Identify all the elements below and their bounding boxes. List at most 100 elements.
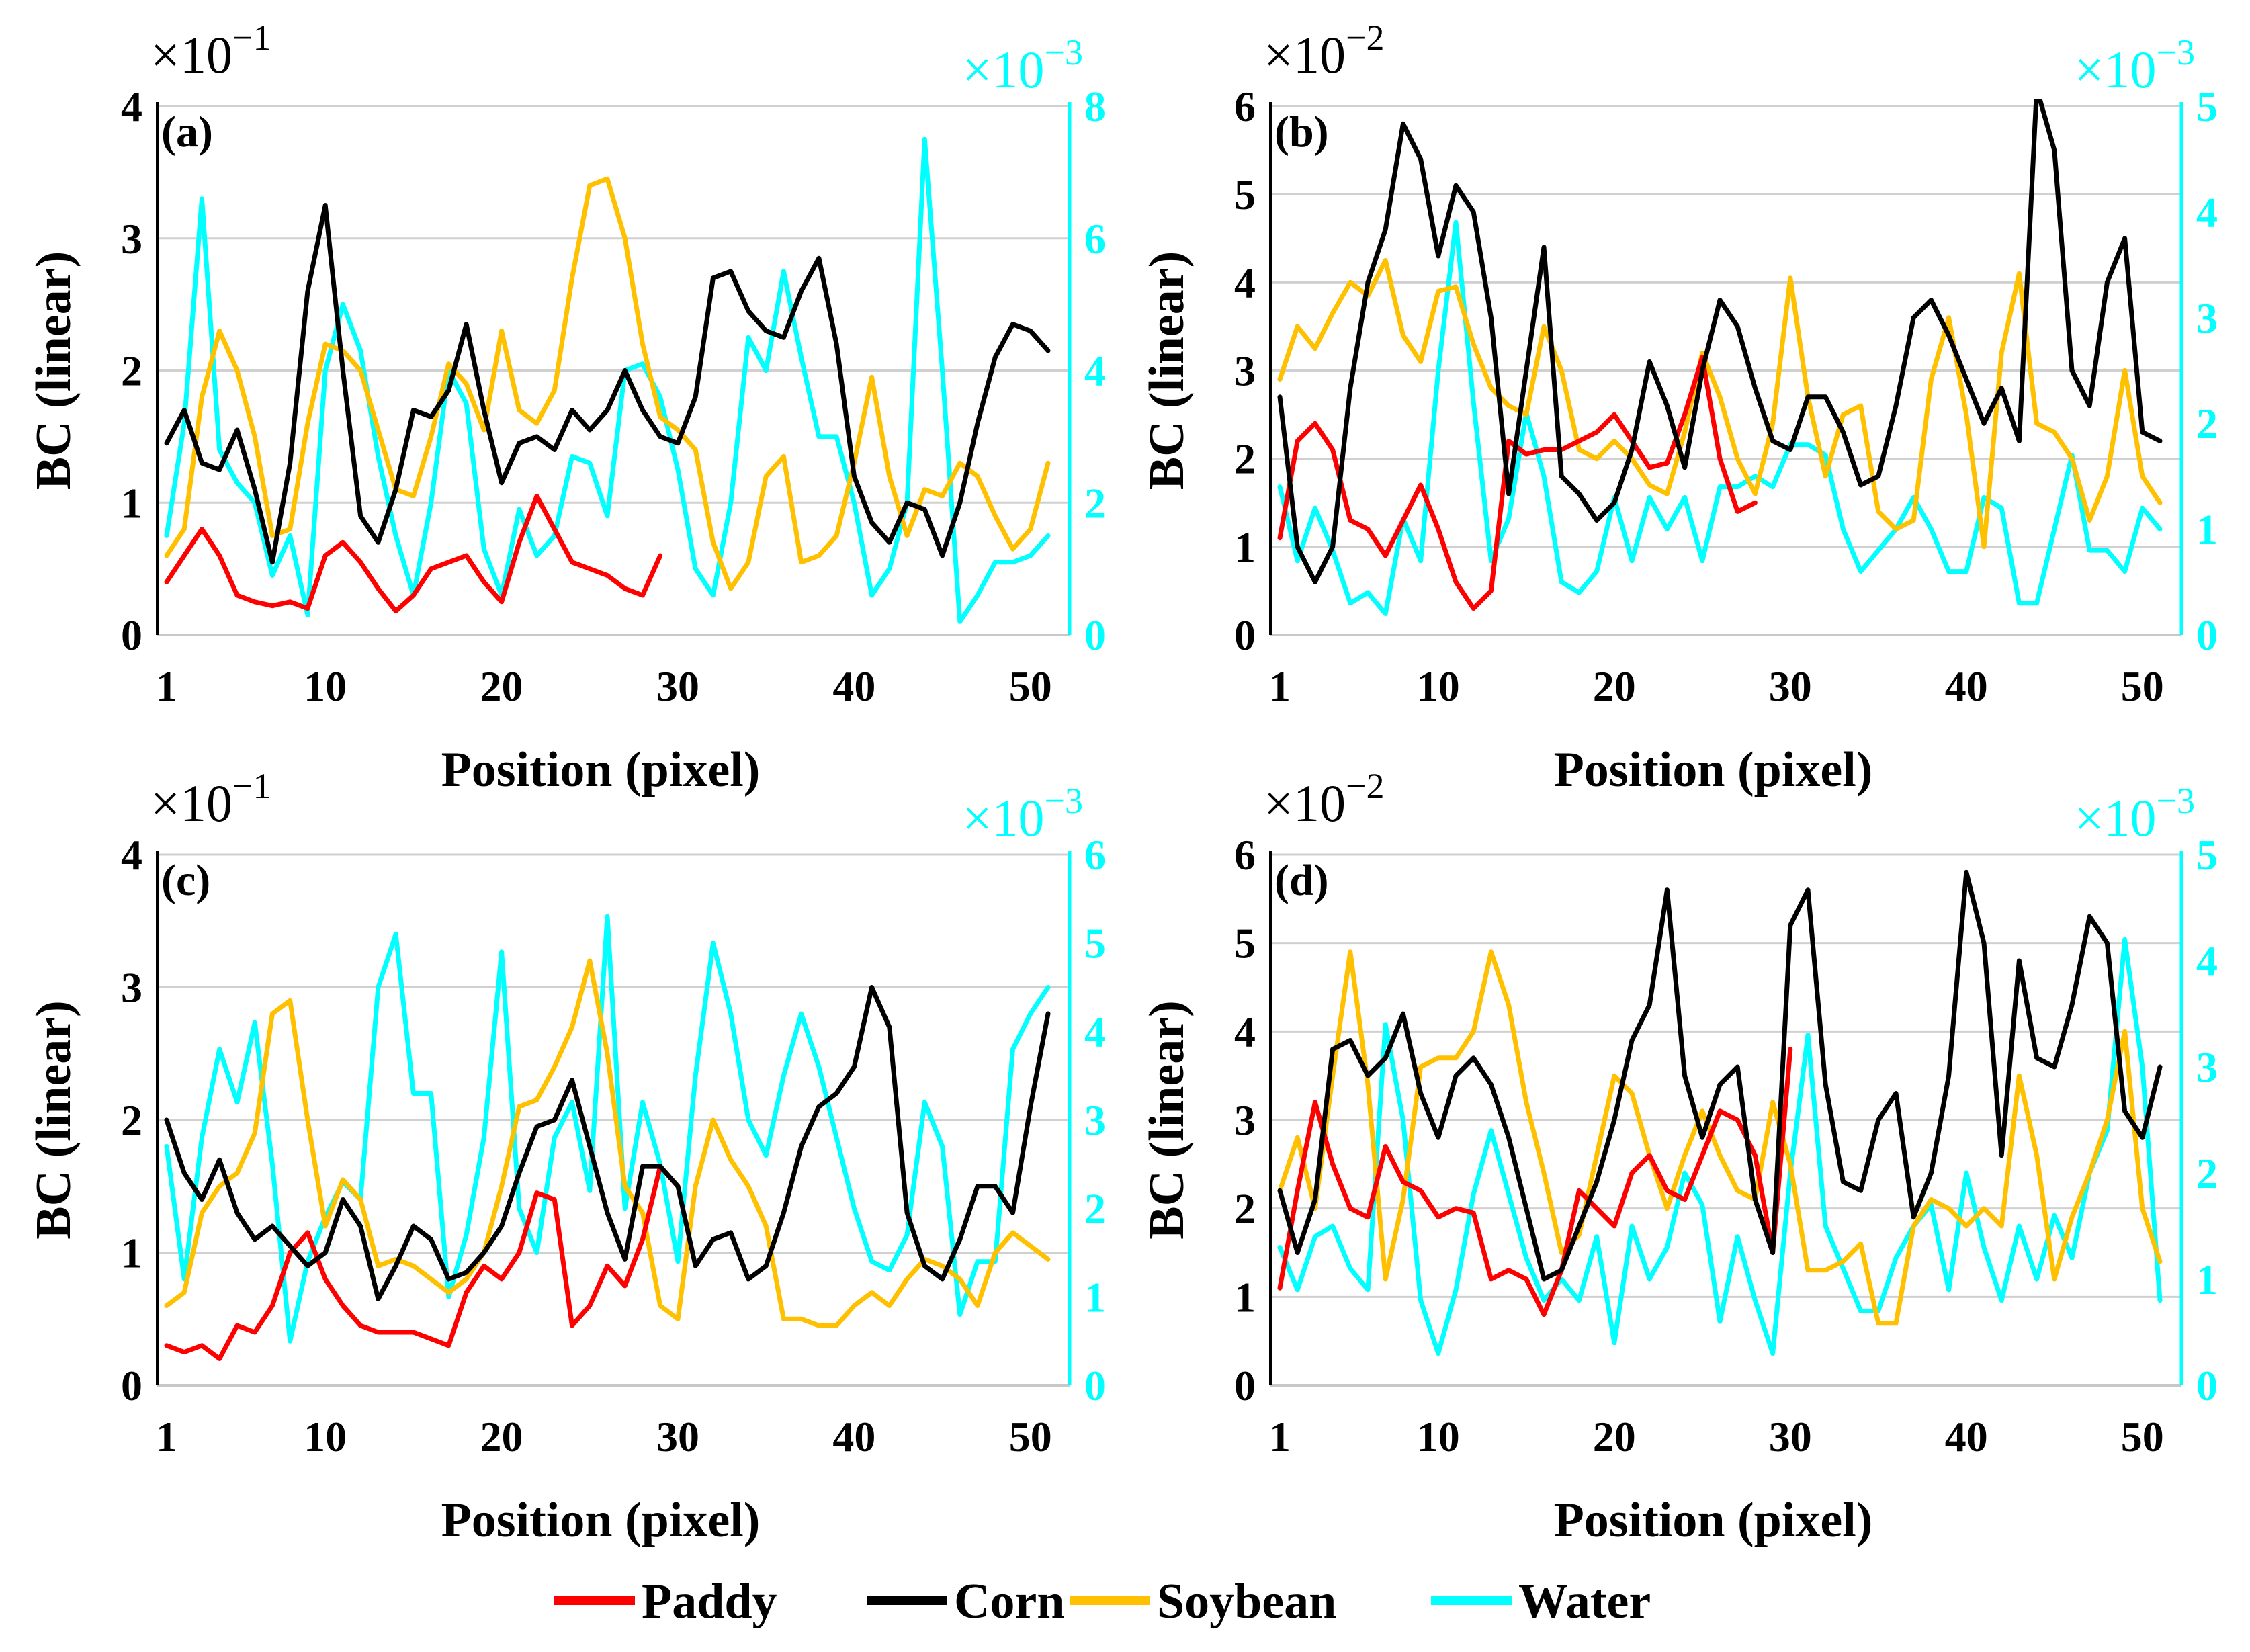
right-scale-factor: ×10−3 [963,781,1083,847]
x-tick-label: 1 [1269,662,1291,710]
right-tick-label: 2 [2196,400,2218,447]
left-tick-label: 2 [121,347,142,395]
right-tick-label: 2 [1084,479,1106,527]
series-layer [164,136,1051,624]
x-tick-label: 1 [1269,1413,1291,1461]
right-tick-label: 6 [1084,831,1106,879]
right-scale-factor: ×10−3 [2075,781,2195,847]
y-axis-title: BC (linear) [26,1000,81,1240]
panel-label: (d) [1274,856,1329,905]
legend: Paddy Corn Soybean Water [554,1574,1651,1629]
x-tick-label: 40 [832,662,875,710]
right-tick-label: 3 [1084,1096,1106,1144]
left-tick-label: 0 [1234,611,1256,659]
right-scale-factor: ×10−3 [963,32,1083,99]
left-tick-label: 3 [1234,1096,1256,1144]
panel-label: (c) [161,856,210,905]
series-line-corn [1277,99,2163,584]
x-axis-title: Position (pixel) [441,1493,761,1548]
left-tick-label: 4 [1234,1008,1256,1055]
left-tick-label: 6 [1234,83,1256,130]
series-line-soybean [164,958,1051,1328]
left-scale-factor: ×10−2 [1264,766,1384,832]
right-tick-label: 0 [2196,611,2218,659]
x-tick-label: 30 [656,1413,699,1461]
x-tick-label: 10 [1417,662,1460,710]
left-tick-label: 1 [1234,523,1256,571]
left-tick-label: 0 [121,1362,142,1409]
x-tick-label: 50 [2121,662,2164,710]
series-line-corn [164,985,1051,1302]
left-scale-factor: ×10−1 [150,17,271,84]
x-tick-label: 10 [304,1413,347,1461]
x-tick-label: 40 [1945,662,1988,710]
panel-label: (b) [1274,107,1329,157]
left-tick-label: 5 [1234,920,1256,967]
left-scale-factor: ×10−2 [1264,17,1384,84]
x-tick-label: 10 [1417,1413,1460,1461]
right-tick-label: 5 [2196,83,2218,130]
left-tick-label: 4 [1234,259,1256,306]
series-line-water [1277,937,2163,1356]
x-tick-label: 50 [1009,1413,1052,1461]
left-tick-label: 3 [1234,347,1256,395]
series-line-water [164,914,1051,1344]
left-tick-label: 3 [121,215,142,263]
x-axis-title: Position (pixel) [1554,1493,1873,1548]
left-tick-label: 2 [1234,1185,1256,1233]
x-tick-label: 40 [1945,1413,1988,1461]
left-tick-label: 0 [1234,1362,1256,1409]
left-scale-factor: ×10−1 [150,766,271,832]
right-tick-label: 3 [2196,1043,2218,1091]
x-tick-label: 20 [480,1413,523,1461]
series-layer [1277,99,2163,616]
right-tick-label: 3 [2196,294,2218,342]
series-line-paddy [164,1164,681,1361]
right-tick-label: 4 [2196,937,2218,985]
left-scale-exponent: −2 [1346,17,1384,58]
right-tick-label: 6 [1084,215,1106,263]
left-tick-label: 5 [1234,171,1256,218]
series-line-soybean [1277,258,2163,550]
right-tick-label: 1 [2196,506,2218,554]
series-line-paddy [164,493,663,614]
left-tick-label: 3 [121,964,142,1012]
left-tick-label: 1 [1234,1273,1256,1321]
x-tick-label: 20 [480,662,523,710]
series-layer [1277,869,2163,1356]
panel-label: (a) [161,107,213,157]
right-scale-exponent: −3 [2157,32,2195,73]
left-scale-exponent: −1 [232,17,271,58]
left-scale-exponent: −2 [1346,766,1384,806]
right-tick-label: 5 [1084,920,1106,967]
right-tick-label: 4 [1084,1008,1106,1055]
legend-label-paddy: Paddy [642,1574,777,1629]
series-line-corn [1277,869,2163,1282]
series-line-soybean [1277,949,2163,1326]
x-tick-label: 10 [304,662,347,710]
left-tick-label: 2 [1234,435,1256,483]
x-tick-label: 50 [2121,1413,2164,1461]
right-tick-label: 1 [1084,1273,1106,1321]
legend-label-soybean: Soybean [1157,1574,1336,1629]
left-tick-label: 2 [121,1096,142,1144]
right-tick-label: 0 [2196,1362,2218,1409]
right-tick-label: 2 [1084,1185,1106,1233]
x-tick-label: 1 [156,662,177,710]
y-axis-title: BC (linear) [1139,1000,1195,1240]
right-tick-label: 8 [1084,83,1106,130]
left-tick-label: 6 [1234,831,1256,879]
x-tick-label: 1 [156,1413,177,1461]
x-tick-label: 50 [1009,662,1052,710]
series-line-paddy [1277,1047,1793,1317]
right-tick-label: 0 [1084,1362,1106,1409]
x-tick-label: 20 [1593,662,1636,710]
right-scale-exponent: −3 [1045,32,1083,73]
y-axis-title: BC (linear) [1139,251,1195,490]
right-tick-label: 2 [2196,1149,2218,1197]
series-line-corn [164,203,1051,565]
